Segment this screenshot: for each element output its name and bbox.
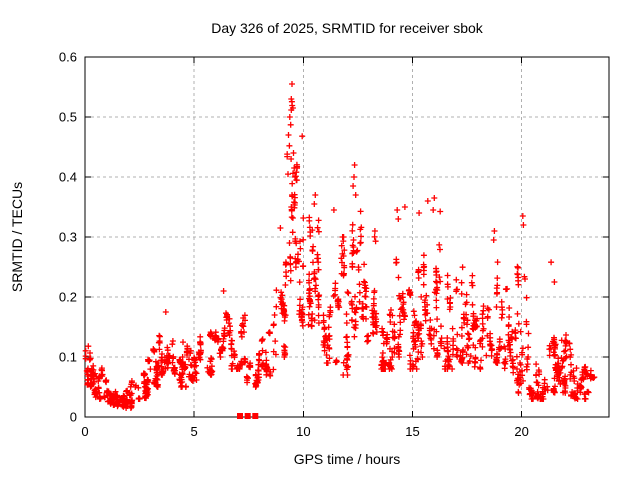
chart-title: Day 326 of 2025, SRMTID for receiver sbo… xyxy=(211,20,484,36)
flagged-zero-points-path xyxy=(237,413,259,419)
y-axis-label: SRMTID / TECUs xyxy=(9,182,25,292)
svg-text:0.2: 0.2 xyxy=(59,290,77,305)
svg-text:20: 20 xyxy=(514,424,528,439)
svg-text:5: 5 xyxy=(191,424,198,439)
tick-labels: 0 5 10 15 20 0 0.1 0.2 0.3 0.4 0.5 0.6 xyxy=(59,50,529,440)
svg-text:15: 15 xyxy=(405,424,419,439)
plot-border xyxy=(84,56,610,418)
x-axis-label: GPS time / hours xyxy=(294,451,401,467)
svg-text:0.6: 0.6 xyxy=(59,50,77,65)
svg-text:0.3: 0.3 xyxy=(59,230,77,245)
svg-text:0.5: 0.5 xyxy=(59,110,77,125)
svg-text:0.4: 0.4 xyxy=(59,170,77,185)
svg-text:0.1: 0.1 xyxy=(59,350,77,365)
data-points-path xyxy=(82,81,598,411)
svg-text:0: 0 xyxy=(70,410,77,425)
svg-text:0: 0 xyxy=(81,424,88,439)
svg-text:10: 10 xyxy=(296,424,310,439)
